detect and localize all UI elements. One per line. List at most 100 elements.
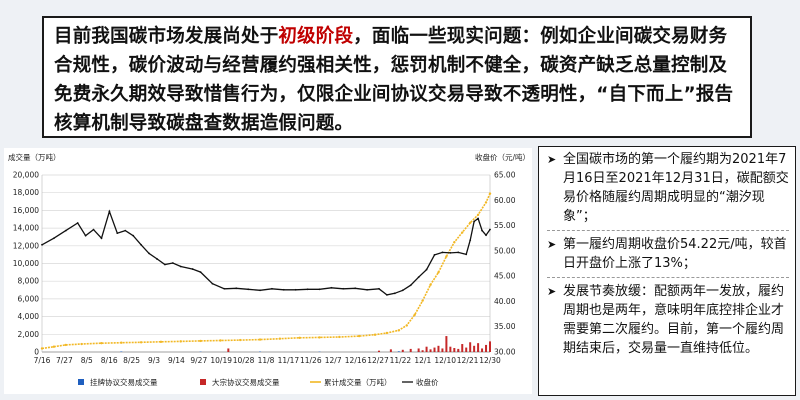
legend-listing-volume: 挂牌协议交易成交量 bbox=[90, 377, 158, 387]
cumulative-volume-point bbox=[405, 324, 408, 327]
x-tick-label: 7/16 bbox=[34, 356, 51, 365]
close-price-point bbox=[235, 287, 238, 290]
bar-bulk-volume bbox=[401, 349, 404, 352]
divider bbox=[547, 230, 789, 231]
close-price-point bbox=[156, 258, 158, 260]
cumulative-volume-point bbox=[179, 340, 182, 343]
x-tick-label: 11/22 bbox=[390, 356, 412, 365]
bar-listing-volume bbox=[120, 351, 123, 352]
cumulative-volume-point bbox=[488, 192, 492, 195]
close-price-point bbox=[306, 288, 309, 291]
close-price-point bbox=[354, 287, 357, 290]
close-price-point bbox=[100, 237, 103, 240]
y-right-tick-label: 50.00 bbox=[494, 246, 516, 255]
cumulative-volume-line bbox=[41, 193, 491, 350]
x-tick-label: 8/5 bbox=[81, 356, 93, 365]
close-price-point bbox=[132, 234, 135, 237]
close-price-point bbox=[76, 222, 79, 224]
cumulative-volume-point bbox=[258, 338, 262, 341]
bar-bulk-volume bbox=[473, 345, 476, 352]
y-left-tick-label: 0 bbox=[34, 348, 39, 357]
close-price-point bbox=[366, 288, 368, 291]
y-right-tick-label: 35.00 bbox=[494, 322, 516, 331]
cumulative-volume-point bbox=[120, 341, 123, 344]
bar-bulk-volume bbox=[441, 348, 444, 352]
chart-panel: 成交量（万吨） 收盘价（元/吨） 0 2,000 4,000 6,000 8,000 10… bbox=[4, 148, 532, 394]
legend-bulk-volume: 大宗协议交易成交量 bbox=[212, 377, 280, 387]
cumulative-volume-point bbox=[139, 341, 143, 344]
notes-box: ➤ 全国碳市场的第一个履约期为2021年7月16日至2021年12月31日，碳配… bbox=[538, 146, 796, 396]
bar-listing-volume bbox=[397, 351, 400, 352]
cumulative-volume-point bbox=[468, 221, 472, 224]
cumulative-volume-point bbox=[318, 336, 321, 339]
bar-bulk-volume bbox=[489, 341, 491, 352]
close-price-point bbox=[211, 282, 214, 285]
note-item: ➤ 全国碳市场的第一个履约期为2021年7月16日至2021年12月31日，碳配… bbox=[547, 150, 789, 226]
y-right-tick-label: 40.00 bbox=[494, 297, 516, 306]
x-tick-label: 12/10 bbox=[434, 356, 456, 365]
cumulative-volume-point bbox=[397, 329, 401, 332]
close-price-point bbox=[191, 268, 194, 270]
y-left-tick-label: 14,000 bbox=[13, 224, 39, 233]
x-tick-label: 11/8 bbox=[258, 356, 275, 365]
legend-close-price: 收盘价 bbox=[416, 377, 439, 387]
bar-bulk-volume bbox=[457, 348, 460, 352]
x-tick-label: 10/19 bbox=[210, 356, 232, 365]
y-left-tick-label: 6,000 bbox=[18, 294, 40, 303]
x-tick-label: 7/27 bbox=[56, 356, 73, 365]
close-price-point bbox=[425, 268, 428, 271]
close-price-point bbox=[465, 253, 468, 256]
close-price-point bbox=[259, 289, 261, 292]
bar-bulk-volume bbox=[425, 346, 428, 352]
y-left-tick-label: 4,000 bbox=[18, 312, 40, 321]
cumulative-volume-point bbox=[338, 335, 341, 339]
close-price-point bbox=[477, 217, 480, 220]
cumulative-volume-point bbox=[429, 283, 432, 286]
y-right-tick-label: 30.00 bbox=[494, 348, 516, 357]
close-price-point bbox=[247, 288, 250, 291]
legend-swatch-bulk bbox=[200, 379, 206, 385]
close-price-point bbox=[199, 271, 202, 273]
bar-bulk-volume bbox=[433, 347, 436, 352]
cumulative-volume-point bbox=[461, 231, 464, 234]
note-item: ➤ 第一履约周期收盘价54.22元/吨，较首日开盘价上涨了13%； bbox=[547, 235, 789, 273]
y-left-tick-label: 20,000 bbox=[13, 171, 39, 180]
cumulative-volume-point bbox=[40, 347, 44, 350]
close-price-point bbox=[386, 293, 388, 296]
bar-bulk-volume bbox=[389, 349, 392, 352]
close-price-point bbox=[469, 239, 472, 242]
close-price-point bbox=[473, 220, 476, 223]
note-text: 第一履约周期收盘价54.22元/吨，较首日开盘价上涨了13%； bbox=[563, 237, 787, 271]
x-tick-label: 12/7 bbox=[325, 356, 342, 365]
legend-swatch-listing bbox=[78, 379, 84, 385]
bar-bulk-volume bbox=[461, 344, 464, 352]
close-price-point bbox=[52, 237, 55, 240]
close-price-point bbox=[342, 287, 345, 290]
close-price-point bbox=[179, 265, 182, 268]
close-price-point bbox=[64, 229, 67, 232]
y-left-tick-label: 10,000 bbox=[13, 259, 39, 268]
close-price-point bbox=[481, 229, 483, 232]
close-price-point bbox=[164, 263, 166, 266]
cumulative-volume-point bbox=[484, 201, 488, 204]
cumulative-volume-point bbox=[453, 241, 456, 244]
cumulative-volume-point bbox=[199, 339, 202, 343]
close-price-point bbox=[148, 252, 150, 255]
x-tick-label: 12/1 bbox=[414, 356, 431, 365]
close-price-point bbox=[92, 228, 95, 231]
bar-bulk-volume bbox=[449, 346, 452, 352]
close-price-point bbox=[140, 243, 143, 246]
close-price-point bbox=[116, 232, 119, 235]
y-left-tick-label: 2,000 bbox=[18, 330, 40, 339]
close-price-point bbox=[449, 251, 452, 254]
cumulative-volume-point bbox=[413, 313, 416, 317]
cumulative-volume-point bbox=[437, 271, 440, 274]
arrow-bullet-icon: ➤ bbox=[547, 238, 557, 251]
note-text: 发展节奏放缓：配额两年一发放，履约周期也是两年，意味明年底控排企业才需要第二次履… bbox=[563, 284, 785, 356]
cumulative-volume-point bbox=[64, 343, 67, 347]
bar-bulk-volume bbox=[437, 345, 440, 352]
close-price-point bbox=[489, 228, 491, 231]
x-tick-label: 8/16 bbox=[101, 356, 118, 365]
note-item: ➤ 发展节奏放缓：配额两年一发放，履约周期也是两年，意味明年底控排企业才需要第二… bbox=[547, 282, 789, 358]
